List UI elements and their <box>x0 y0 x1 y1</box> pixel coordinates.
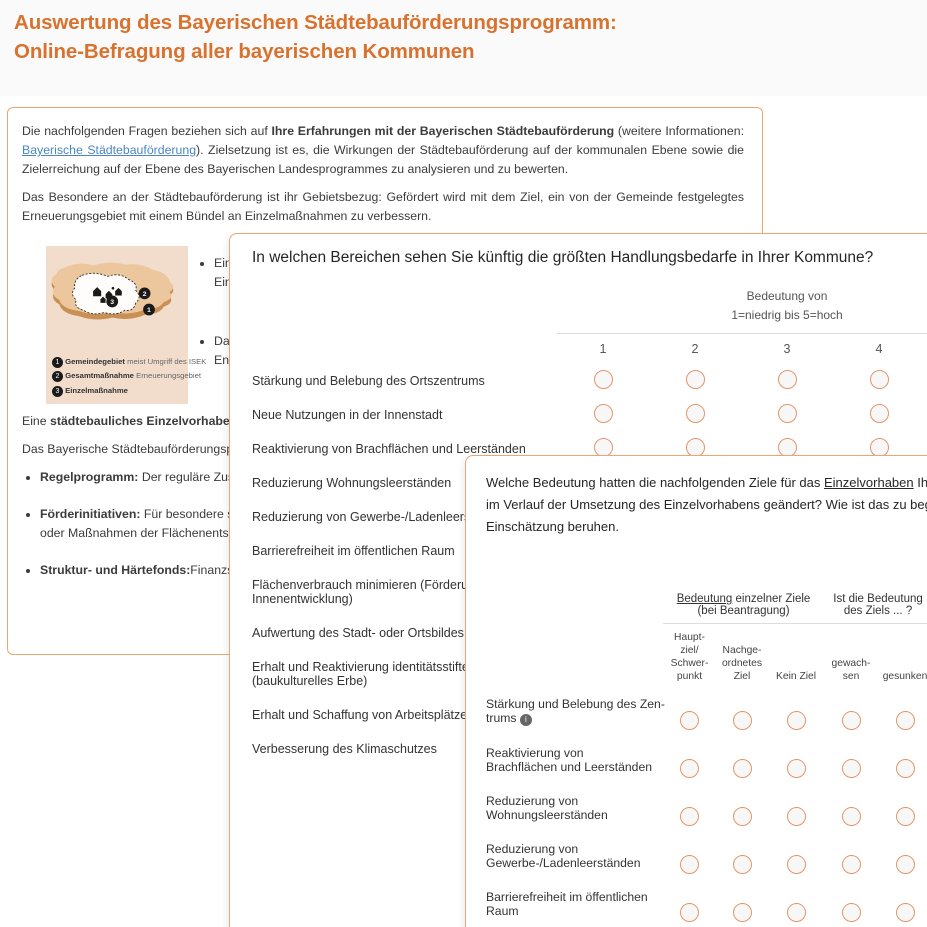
svg-text:2: 2 <box>143 291 147 298</box>
svg-text:1: 1 <box>147 307 151 314</box>
svg-text:3: 3 <box>110 299 114 306</box>
